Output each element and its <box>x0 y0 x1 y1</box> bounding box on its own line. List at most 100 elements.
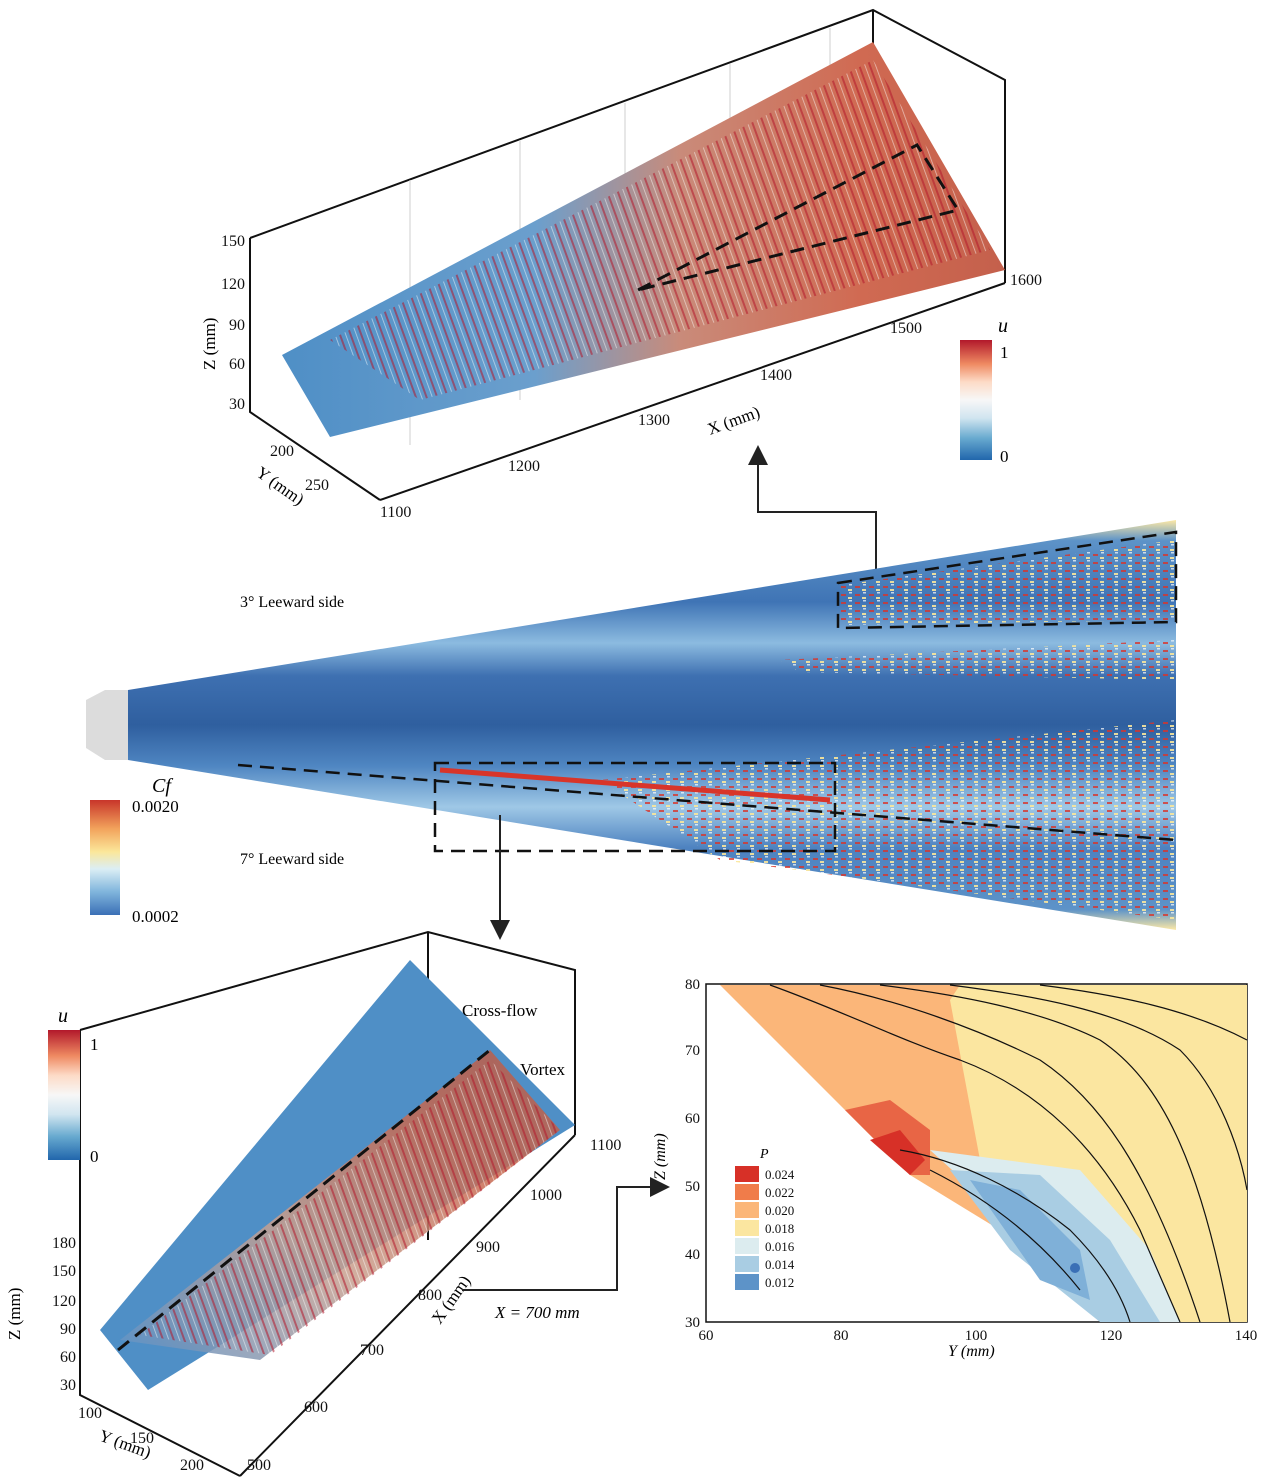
cf-legend-min: 0.0002 <box>132 907 179 926</box>
br-p-legend-swatch <box>735 1202 759 1218</box>
top-z-tick: 60 <box>229 356 245 373</box>
bl-z-tick: 120 <box>52 1293 76 1310</box>
bl-z-tick: 90 <box>60 1321 76 1338</box>
bl-z-ticks: 180 150 120 90 60 30 <box>52 1235 76 1394</box>
br-x-tick: 120 <box>1100 1328 1123 1344</box>
bottom-left-3d-panel: Cross-flow Vortex u 1 0 180 150 120 90 6… <box>5 930 621 1477</box>
br-p-legend-level: 0.018 <box>765 1221 794 1236</box>
middle-dashed-boxes <box>237 530 1178 853</box>
br-y-ticks: 30 40 50 60 70 80 <box>685 977 700 1331</box>
bl-z-axis-label: Z (mm) <box>5 1288 24 1340</box>
br-p-legend-swatch <box>735 1256 759 1272</box>
bottom-right-plot: 30 40 50 60 70 80 Z (mm) 60 80 100 120 1… <box>652 977 1257 1360</box>
cf-legend-title: Cf <box>152 775 173 797</box>
br-x-tick: 80 <box>834 1328 849 1344</box>
br-y-tick: 40 <box>685 1247 700 1263</box>
annotation-vortex: Vortex <box>520 1060 566 1079</box>
top-z-axis-label: Z (mm) <box>200 318 219 370</box>
br-y-tick: 50 <box>685 1179 700 1195</box>
br-p-legend-level: 0.022 <box>765 1185 794 1200</box>
br-p-legend-swatch <box>735 1166 759 1182</box>
top-x-tick: 1600 <box>1010 272 1042 289</box>
label-7deg-leeward: 7° Leeward side <box>240 851 344 868</box>
br-x-axis-label: Y (mm) <box>948 1343 995 1360</box>
br-y-axis-label: Z (mm) <box>652 1133 669 1180</box>
top-x-tick: 1400 <box>760 367 792 384</box>
annotation-crossflow: Cross-flow <box>462 1001 538 1020</box>
br-p-legend-level: 0.014 <box>765 1257 795 1272</box>
top-3d-panel: 150 120 90 60 30 Z (mm) 200 250 Y (mm) 1… <box>200 8 1042 521</box>
br-p-legend-swatch <box>735 1184 759 1200</box>
top-y-tick: 200 <box>270 443 294 460</box>
br-p-legend-swatch <box>735 1220 759 1236</box>
bl-u-colorbar <box>48 1030 80 1160</box>
top-z-ticks: 150 120 90 60 30 <box>221 233 245 413</box>
bl-x-tick: 800 <box>418 1287 442 1304</box>
top-u-legend: u 1 0 <box>960 315 1009 466</box>
bl-x-tick: 1000 <box>530 1187 562 1204</box>
label-3deg-leeward: 3° Leeward side <box>240 594 344 611</box>
bl-u-legend-min: 0 <box>90 1147 99 1166</box>
top-u-colorbar <box>960 340 992 460</box>
bl-y-tick: 150 <box>130 1430 154 1447</box>
br-y-tick: 80 <box>685 977 700 993</box>
bl-x-tick: 600 <box>304 1399 328 1416</box>
top-z-tick: 150 <box>221 233 245 250</box>
bl-z-tick: 30 <box>60 1377 76 1394</box>
top-z-tick: 90 <box>229 317 245 334</box>
top-y-tick: 250 <box>305 477 329 494</box>
br-p-legend-swatches <box>735 1166 759 1290</box>
top-x-tick: 1200 <box>508 458 540 475</box>
br-x-tick: 140 <box>1235 1328 1258 1344</box>
cf-colorbar <box>90 800 120 915</box>
bl-y-ticks: 100 150 200 <box>78 1405 204 1474</box>
br-x-tick: 100 <box>965 1328 988 1344</box>
br-y-tick: 60 <box>685 1111 700 1127</box>
bl-u-legend: u 1 0 <box>48 1005 99 1166</box>
br-y-tick: 30 <box>685 1315 700 1331</box>
bl-x-tick: 900 <box>476 1239 500 1256</box>
br-contour-fill <box>720 985 1247 1322</box>
top-x-axis-label: X (mm) <box>705 402 763 438</box>
bl-z-tick: 150 <box>52 1263 76 1280</box>
bl-z-tick: 60 <box>60 1349 76 1366</box>
cone-transition-lower <box>600 720 1176 920</box>
cone-transition-upper <box>840 540 1176 625</box>
top-u-legend-min: 0 <box>1000 447 1009 466</box>
top-x-tick: 1100 <box>380 504 411 521</box>
br-x-tick: 60 <box>699 1328 714 1344</box>
top-u-legend-title: u <box>998 315 1008 337</box>
bl-wedge-streaks <box>140 1060 560 1355</box>
br-p-legend-level: 0.012 <box>765 1275 794 1290</box>
br-streamlines <box>769 984 1248 1323</box>
bl-x-tick: 500 <box>247 1457 271 1474</box>
bl-vortex-line <box>117 1048 491 1352</box>
br-p-legend: P 0.024 0.022 0.020 0.018 0.016 0.014 0.… <box>735 1147 795 1290</box>
top-connector-arrow <box>748 445 877 575</box>
top-z-tick: 120 <box>221 276 245 293</box>
br-p-legend-level: 0.024 <box>765 1167 795 1182</box>
top-x-tick: 1300 <box>638 412 670 429</box>
br-x-ticks: 60 80 100 120 140 <box>699 1328 1258 1344</box>
br-p-legend-swatch <box>735 1274 759 1290</box>
top-z-tick: 30 <box>229 396 245 413</box>
top-vortex-box <box>637 143 961 292</box>
br-p-legend-swatch <box>735 1238 759 1254</box>
middle-cone-panel: 3° Leeward side 7° Leeward side Cf 0.002… <box>86 520 1178 930</box>
top-u-legend-max: 1 <box>1000 343 1009 362</box>
top-y-ticks: 200 250 <box>270 443 329 494</box>
slice-label: X = 700 mm <box>494 1303 580 1322</box>
bl-u-legend-title: u <box>58 1005 68 1027</box>
bl-z-tick: 180 <box>52 1235 76 1252</box>
cone-transition-mid <box>780 640 1176 680</box>
br-p-legend-labels: 0.024 0.022 0.020 0.018 0.016 0.014 0.01… <box>765 1167 795 1290</box>
top-wedge-streaks <box>330 60 990 400</box>
br-y-tick: 70 <box>685 1043 700 1059</box>
cone-nose <box>86 690 128 760</box>
br-p-legend-level: 0.020 <box>765 1203 794 1218</box>
cone-edge-highlight <box>439 767 831 803</box>
bl-x-ticks: 500 600 700 800 900 1000 1100 <box>247 1137 621 1474</box>
cf-legend-max: 0.0020 <box>132 797 179 816</box>
bl-u-legend-max: 1 <box>90 1035 99 1054</box>
